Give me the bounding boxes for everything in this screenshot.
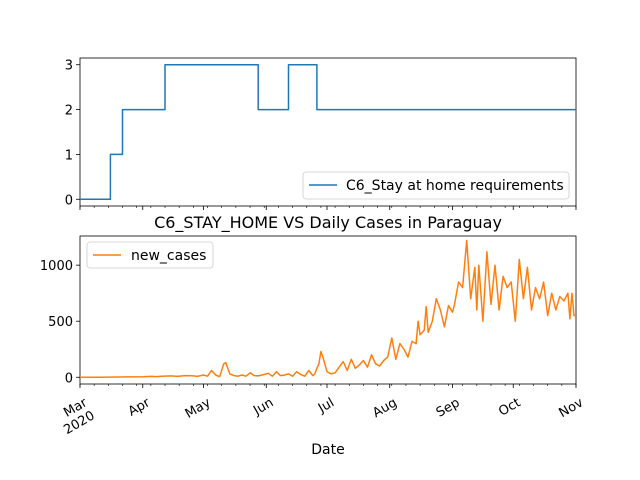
bottom-legend-label: new_cases — [131, 248, 206, 264]
bottom-axes-frame — [79, 235, 577, 385]
x-axis-label: Date — [311, 442, 344, 458]
y-tick-label: 1 — [65, 148, 73, 163]
top-axes-frame — [79, 57, 577, 207]
top-y-ticks: 0 1 2 3 — [65, 59, 80, 208]
bottom-plot-area — [80, 239, 576, 379]
top-plot-area — [80, 63, 576, 201]
series-line-stay-home — [80, 63, 576, 201]
y-tick-label: 500 — [48, 315, 73, 330]
y-tick-label: 1000 — [40, 259, 73, 274]
top-legend-box — [302, 171, 570, 200]
y-tick-label: 0 — [65, 193, 73, 208]
top-legend: C6_Stay at home requirements — [302, 171, 570, 200]
bottom-y-ticks: 0 500 1000 — [40, 259, 80, 386]
bottom-legend-box — [86, 241, 214, 269]
top-subplot: 0 1 2 3 C6_Stay at home requirements — [65, 57, 577, 210]
bottom-legend: new_cases — [86, 241, 214, 269]
top-x-ticks — [79, 206, 577, 210]
x-tick-label: Jul — [315, 395, 337, 416]
y-tick-label: 0 — [65, 371, 73, 386]
top-legend-label: C6_Stay at home requirements — [346, 178, 564, 194]
y-tick-label: 2 — [65, 104, 73, 119]
series-line-new-cases — [80, 239, 576, 379]
bottom-chart-title: C6_STAY_HOME VS Daily Cases in Paraguay — [154, 213, 502, 233]
y-tick-label: 3 — [65, 59, 73, 74]
